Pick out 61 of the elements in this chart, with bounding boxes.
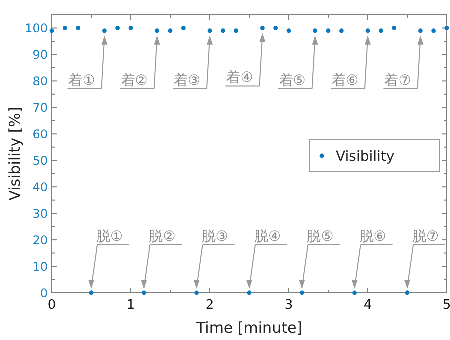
point xyxy=(352,290,358,296)
annotation: 脱② xyxy=(149,229,176,245)
point xyxy=(274,26,278,30)
point xyxy=(208,28,212,34)
y-axis-title: Visibility [%] xyxy=(6,107,24,201)
point xyxy=(142,290,146,296)
point xyxy=(76,26,81,30)
point xyxy=(194,290,200,296)
x-tick-label: 2 xyxy=(206,298,214,313)
annotation: 着② xyxy=(121,72,148,89)
y-tick-label: 10 xyxy=(32,260,48,274)
point xyxy=(326,28,331,34)
y-tick-label: 60 xyxy=(32,128,48,142)
annotation: 着⑥ xyxy=(332,72,359,89)
annotation: 脱③ xyxy=(202,229,228,245)
annotation: 着⑦ xyxy=(384,72,412,89)
point xyxy=(418,28,423,34)
y-tick-label: 50 xyxy=(32,154,48,168)
annotation: 着⑤ xyxy=(279,72,306,89)
point xyxy=(155,28,160,34)
point xyxy=(286,28,292,34)
legend-label: Visibility xyxy=(336,149,395,165)
annotation: 脱⑦ xyxy=(412,229,440,245)
annotation: 脱⑤ xyxy=(307,229,334,245)
annotation: 脱④ xyxy=(254,229,282,245)
point xyxy=(102,28,107,34)
x-axis-title: Time [minute] xyxy=(195,319,303,337)
y-tick-label: 80 xyxy=(32,74,48,89)
point xyxy=(300,290,304,296)
y-tick-label: 100 xyxy=(25,22,48,36)
x-tick-label: 1 xyxy=(126,298,136,313)
y-tick-label: 90 xyxy=(32,48,48,62)
y-tick-label: 40 xyxy=(32,180,48,195)
annotation: 着① xyxy=(68,72,96,89)
annotation: 脱⑥ xyxy=(360,229,386,245)
point xyxy=(444,26,450,30)
x-tick-label: 3 xyxy=(284,298,294,313)
point xyxy=(62,26,68,30)
point xyxy=(128,26,134,30)
annotation: 着③ xyxy=(174,72,201,89)
point xyxy=(366,28,370,34)
annotation: 着④ xyxy=(226,70,254,86)
point xyxy=(234,28,239,34)
y-tick-label: 0 xyxy=(40,286,48,300)
point xyxy=(168,28,173,34)
point xyxy=(313,28,318,34)
point xyxy=(432,28,436,34)
y-tick-label: 20 xyxy=(32,234,48,248)
point xyxy=(339,28,344,34)
point xyxy=(181,26,186,30)
point xyxy=(116,26,120,30)
y-tick-label: 70 xyxy=(32,101,48,116)
x-tick-label: 5 xyxy=(442,298,450,313)
x-tick-label: 4 xyxy=(364,298,372,313)
point xyxy=(50,28,54,34)
point xyxy=(378,28,384,34)
point xyxy=(392,26,397,30)
point xyxy=(260,26,265,30)
point xyxy=(220,28,226,34)
annotation: 脱① xyxy=(96,229,124,245)
y-tick-label: 30 xyxy=(32,207,48,222)
